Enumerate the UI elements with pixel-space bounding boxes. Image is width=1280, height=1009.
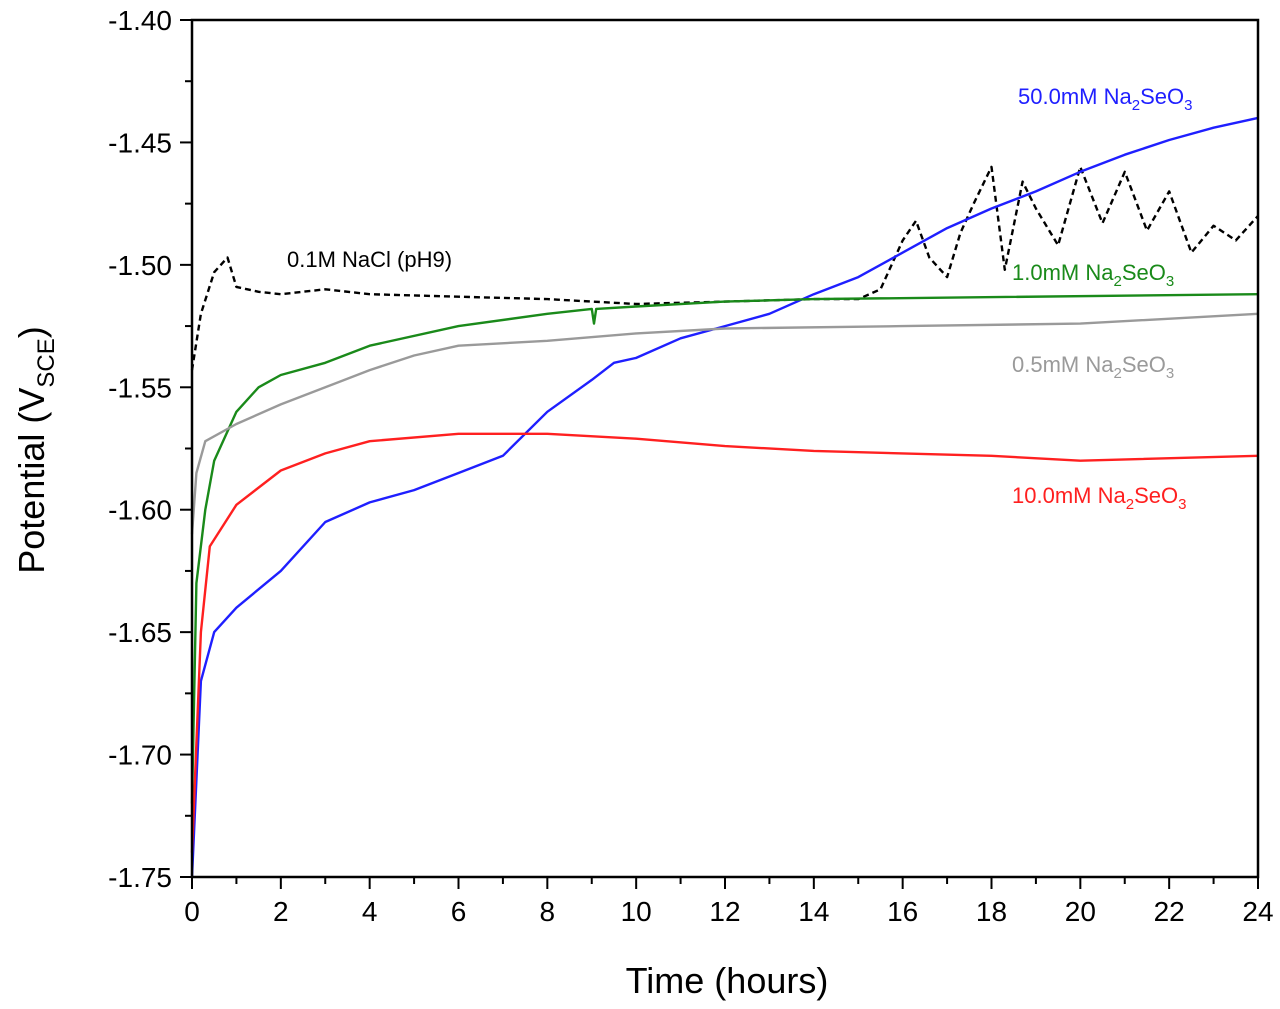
plot-frame [190,18,1260,879]
y-tick-label: -1.50 [108,250,172,281]
x-tick-label: 22 [1154,896,1185,927]
y-tick-label: -1.55 [108,372,172,403]
x-tick-label: 24 [1242,896,1273,927]
y-axis-label: Potential (VSCE) [11,326,60,573]
x-tick-label: 6 [451,896,467,927]
series-line-10mm [190,432,1259,853]
x-tick-label: 2 [273,896,289,927]
series-line-05mm [190,312,1259,535]
x-tick-label: 16 [887,896,918,927]
series-line-1mm [190,293,1259,804]
x-axis-label: Time (hours) [626,960,829,1001]
x-tick-label: 18 [976,896,1007,927]
x-tick-label: 4 [362,896,378,927]
y-tick-label: -1.45 [108,127,172,158]
series-label-nacl: 0.1M NaCl (pH9) [287,247,452,272]
y-tick-label: -1.65 [108,617,172,648]
x-tick-label: 20 [1065,896,1096,927]
series-line-50mm [190,116,1259,878]
series-label-50mm: 50.0mM Na2SeO3 [1018,84,1192,114]
x-tick-label: 0 [184,896,200,927]
y-tick-label: -1.60 [108,495,172,526]
x-tick-label: 14 [798,896,829,927]
series-label-10mm: 10.0mM Na2SeO3 [1012,483,1186,513]
y-tick-label: -1.75 [108,862,172,893]
x-tick-label: 12 [709,896,740,927]
x-tick-label: 8 [540,896,556,927]
series-label-1mm: 1.0mM Na2SeO3 [1012,260,1174,290]
x-tick-label: 10 [621,896,652,927]
series-label-05mm: 0.5mM Na2SeO3 [1012,352,1174,382]
series-line-nacl [190,165,1259,371]
y-tick-label: -1.40 [108,5,172,36]
y-tick-label: -1.70 [108,740,172,771]
